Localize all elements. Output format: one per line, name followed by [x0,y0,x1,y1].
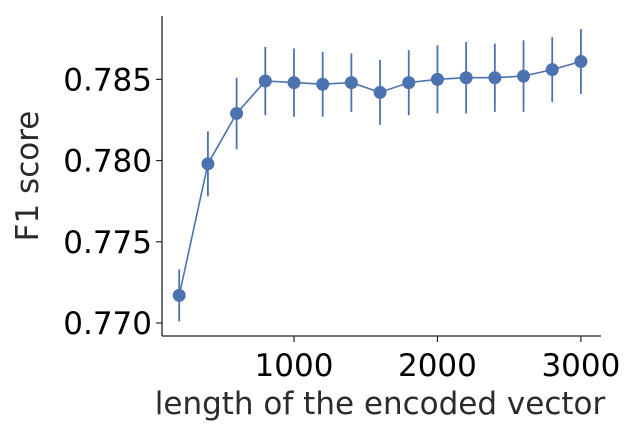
x-tick-label: 3000 [541,348,620,384]
y-tick-label: 0.780 [63,144,152,180]
y-axis-label: F1 score [10,111,46,242]
data-point [488,71,502,85]
data-point [344,76,358,90]
data-point [459,71,473,85]
y-tick-label: 0.770 [63,306,152,342]
data-point [574,54,588,68]
data-point [545,63,559,77]
data-point [316,77,330,91]
data-point [430,72,444,86]
data-point [258,74,272,88]
y-tick-label: 0.785 [63,62,152,98]
data-point [517,69,531,83]
data-point [230,106,244,120]
x-tick-label: 1000 [255,348,334,384]
x-axis-label: length of the encoded vector [155,386,606,422]
data-point [172,288,186,302]
data-point [373,85,387,99]
x-tick-label: 2000 [398,348,477,384]
data-point [287,76,301,90]
data-point [201,157,215,171]
data-point [402,76,416,90]
y-tick-label: 0.775 [63,225,152,261]
plot-area: 0.770 0.775 0.780 0.785 1000 2000 3000 [63,16,620,384]
